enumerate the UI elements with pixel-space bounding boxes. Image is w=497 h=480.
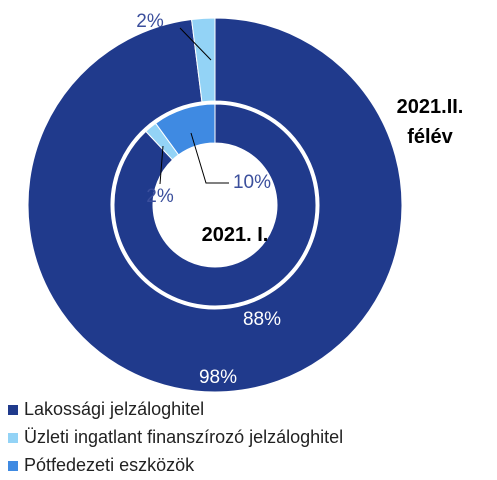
data-label: 10% bbox=[233, 172, 271, 193]
legend-label: Lakossági jelzáloghitel bbox=[24, 399, 204, 419]
donut-segment bbox=[154, 103, 216, 156]
outer-ring-label: 2021.II. félév bbox=[396, 96, 464, 148]
data-label: 88% bbox=[243, 309, 281, 330]
data-label: 2% bbox=[136, 11, 164, 32]
leader-line bbox=[159, 145, 164, 185]
donut-segment bbox=[113, 103, 317, 307]
leader-line bbox=[179, 27, 212, 61]
legend-swatch bbox=[8, 405, 18, 415]
legend-swatch bbox=[8, 461, 18, 471]
legend-swatch bbox=[8, 433, 18, 443]
donut-segment bbox=[27, 17, 403, 393]
inner-ring-label: 2021. I. bbox=[201, 224, 269, 246]
donut-segment bbox=[191, 17, 216, 103]
leader-line bbox=[190, 132, 229, 184]
legend-label: Üzleti ingatlant finanszírozó jelzáloghi… bbox=[24, 427, 343, 447]
legend-label: Pótfedezeti eszközök bbox=[24, 455, 195, 475]
data-label: 98% bbox=[199, 367, 237, 388]
data-label: 2% bbox=[146, 186, 174, 207]
